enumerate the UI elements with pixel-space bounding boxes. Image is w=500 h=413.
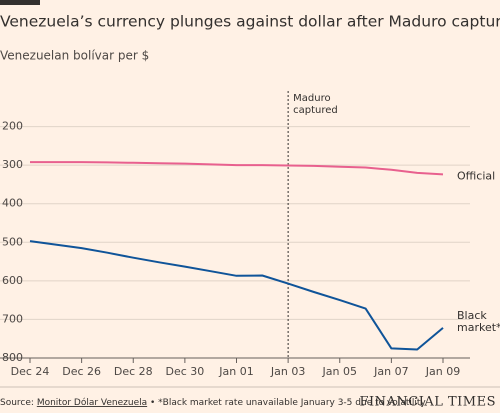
series-label: Official [457,169,495,182]
x-tick-label: Jan 05 [322,365,357,378]
source-note: • *Black market rate unavailable January… [150,398,426,408]
y-tick-label: 400 [2,197,23,210]
x-tick-label: Jan 07 [373,365,408,378]
y-tick-label: 200 [2,120,23,133]
source-label: Source: [0,398,34,408]
annotation-text: captured [293,105,338,116]
chart-subtitle: Venezuelan bolívar per $ [0,49,149,63]
brand: FINANCIAL TIMES [359,395,496,410]
chart-title: Venezuela’s currency plunges against dol… [0,13,500,31]
y-tick-label: 500 [2,235,23,248]
x-tick-label: Dec 30 [165,365,204,378]
x-tick-label: Jan 03 [270,365,305,378]
x-tick-label: Jan 01 [218,365,253,378]
series-line [30,161,444,176]
x-tick-label: Dec 24 [11,365,50,378]
top-bar [0,0,40,5]
source-link[interactable]: Monitor Dólar Venezuela [37,397,147,408]
x-tick-label: Dec 28 [114,365,153,378]
x-tick-label: Jan 09 [425,365,460,378]
x-tick-label: Dec 26 [62,365,101,378]
y-tick-label: 300 [2,158,23,171]
series-label: Black market* [457,309,500,334]
source: Source: Monitor Dólar Venezuela • *Black… [0,397,426,408]
y-tick-label: 800 [2,351,23,364]
annotation-text: Maduro [293,93,330,104]
series-line [29,240,444,351]
y-tick-label: 700 [2,312,23,325]
y-tick-label: 600 [2,274,23,287]
